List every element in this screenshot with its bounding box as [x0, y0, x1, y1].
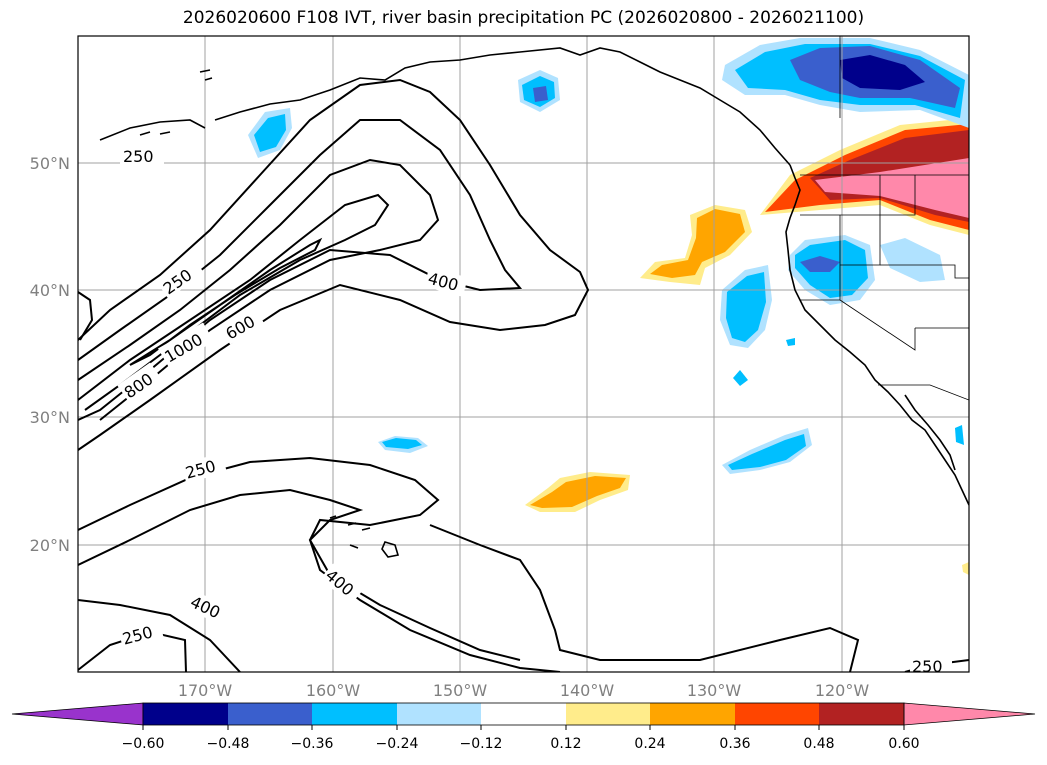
lon-labels: 170°W 160°W 150°W 140°W 130°W 120°W — [178, 681, 870, 700]
lat-label: 20°N — [30, 536, 70, 555]
colorbar-tick-label: −0.12 — [460, 736, 503, 752]
colorbar-bin — [481, 703, 566, 725]
lon-label: 130°W — [687, 681, 742, 700]
plot-area — [78, 36, 969, 672]
state-border — [800, 214, 916, 351]
ivt-contour-1000 — [129, 237, 323, 366]
colorbar-bin — [566, 703, 650, 725]
colorbar-bin — [312, 703, 397, 725]
colorbar-bin — [650, 703, 735, 725]
aleutian-islands — [139, 69, 213, 136]
negative-anomaly-region — [533, 86, 548, 102]
lon-label: 120°W — [815, 681, 870, 700]
lat-label: 40°N — [30, 281, 70, 300]
negative-anomaly-region — [728, 434, 806, 470]
colorbar-tick-label: −0.36 — [291, 736, 334, 752]
negative-anomaly-region — [254, 114, 286, 152]
lat-label: 30°N — [30, 408, 70, 427]
colorbar-bin — [735, 703, 819, 725]
ivt-contour-west-edge — [78, 291, 94, 341]
colorbar-bin — [143, 703, 228, 725]
state-border — [880, 264, 969, 329]
colorbar-tick-label: 0.60 — [888, 736, 919, 752]
negative-anomaly-region — [800, 256, 840, 272]
ivt-contour-250-north — [78, 78, 590, 451]
lat-label: 50°N — [30, 154, 70, 173]
lon-label: 150°W — [433, 681, 488, 700]
positive-anomaly-region — [650, 209, 745, 278]
lon-label: 160°W — [306, 681, 361, 700]
plot-frame — [77, 35, 970, 673]
alaska-coast — [99, 47, 791, 166]
west-coast — [785, 164, 969, 506]
colorbar-tick-label: 0.12 — [550, 736, 581, 752]
colorbar-extend-low — [11, 702, 144, 726]
positive-anomaly-region — [962, 562, 969, 575]
colorbar-tick-label: −0.24 — [376, 736, 419, 752]
lat-labels: 50°N 40°N 30°N 20°N — [30, 154, 70, 555]
negative-anomaly-region — [382, 438, 422, 449]
ivt-contour-250-south — [78, 456, 561, 672]
colorbar-bin — [819, 703, 904, 725]
colorbar-tick-label: −0.48 — [207, 736, 250, 752]
colorbar-frame — [142, 702, 905, 726]
lon-label: 170°W — [178, 681, 233, 700]
negative-anomaly-region — [733, 370, 748, 386]
positive-anomaly-region — [955, 425, 964, 445]
ivt-contour-400-south — [78, 488, 521, 672]
colorbar: −0.60 −0.48 −0.36 −0.24 −0.12 0.12 0.24 … — [11, 702, 1036, 752]
baja-coast — [904, 394, 956, 471]
ivt-contour-600 — [78, 158, 440, 421]
colorbar-tick-label: 0.48 — [803, 736, 834, 752]
colorbar-bin — [228, 703, 312, 725]
colorbar-extend-high — [903, 702, 1036, 726]
negative-anomaly-region — [840, 55, 925, 90]
political-borders — [800, 36, 969, 401]
negative-anomaly-region — [880, 238, 945, 282]
map-title: 2026020600 F108 IVT, river basin precipi… — [182, 8, 865, 28]
state-border — [878, 384, 969, 401]
colorbar-tick-label: 0.36 — [719, 736, 750, 752]
contour-label: 250 — [912, 657, 943, 676]
precip-anomaly-fills — [248, 38, 969, 575]
ivt-contour-400-east — [429, 524, 860, 672]
lon-label: 140°W — [560, 681, 615, 700]
positive-anomaly-region — [815, 158, 969, 218]
negative-anomaly-region — [786, 338, 795, 346]
state-border — [879, 175, 916, 216]
ivt-contour-400 — [78, 119, 523, 421]
positive-anomaly-region — [530, 476, 626, 508]
colorbar-tick-label: −0.60 — [122, 736, 165, 752]
colorbar-tick-label: 0.24 — [634, 736, 665, 752]
contour-label: 250 — [123, 147, 154, 166]
colorbar-bin — [397, 703, 481, 725]
